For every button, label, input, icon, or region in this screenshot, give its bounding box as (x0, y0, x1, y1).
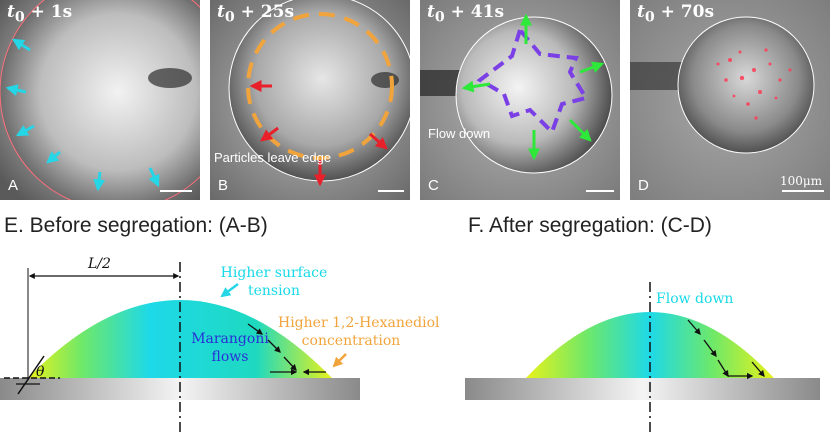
scale-bar-b (378, 190, 404, 192)
contact-angle-label: θ (36, 364, 45, 380)
micrograph-panel-c: t0 + 41s Flow down C (420, 0, 620, 200)
flow-down-note-c: Flow down (428, 126, 491, 141)
section-f-title: F. After segregation: (C-D) (468, 214, 712, 237)
micrograph-panel-b: t0 + 25s Particles leave edge B (210, 0, 410, 200)
micrograph-a-image (0, 0, 200, 200)
timestamp-a: t0 + 1s (7, 2, 73, 26)
substrate-f (465, 378, 820, 400)
timestamp-b: t0 + 25s (217, 2, 295, 26)
panel-letter-a: A (8, 177, 19, 194)
panel-letter-c: C (428, 177, 439, 194)
half-length-label: L/2 (88, 256, 111, 272)
droplet-diagram-after (465, 282, 820, 432)
droplet-e (28, 300, 332, 378)
marangoni-arrows (247, 323, 326, 376)
panel-letter-b: B (218, 177, 229, 194)
scale-bar-a (160, 190, 192, 192)
timestamp-c: t0 + 41s (427, 2, 505, 26)
concentration-label: Higher 1,2-Hexanediol concentration (278, 315, 440, 349)
micrograph-c-image (420, 0, 620, 200)
micrograph-panel-a: t0 + 1s A (0, 0, 200, 200)
scale-label-d: 100μm (780, 174, 823, 188)
section-e-title: E. Before segregation: (A-B) (4, 214, 268, 237)
micrograph-d-image (630, 0, 830, 200)
particles-leave-edge-note: Particles leave edge (214, 150, 332, 165)
droplet-diagram-before (0, 262, 360, 432)
surface-tension-label: Higher surface tension (220, 265, 328, 299)
contact-angle-line (17, 355, 45, 395)
marangoni-label: Marangoni flows (191, 331, 269, 365)
timestamp-d: t0 + 70s (637, 2, 715, 26)
flow-down-label-f: Flow down (656, 291, 734, 307)
micrograph-panel-d: t0 + 70s D 100μm (630, 0, 830, 200)
flow-down-arrows (687, 319, 765, 380)
scale-bar-d (782, 190, 824, 192)
scale-bar-c (586, 190, 614, 192)
panel-letter-d: D (638, 177, 649, 194)
micrograph-b-image (210, 0, 410, 200)
